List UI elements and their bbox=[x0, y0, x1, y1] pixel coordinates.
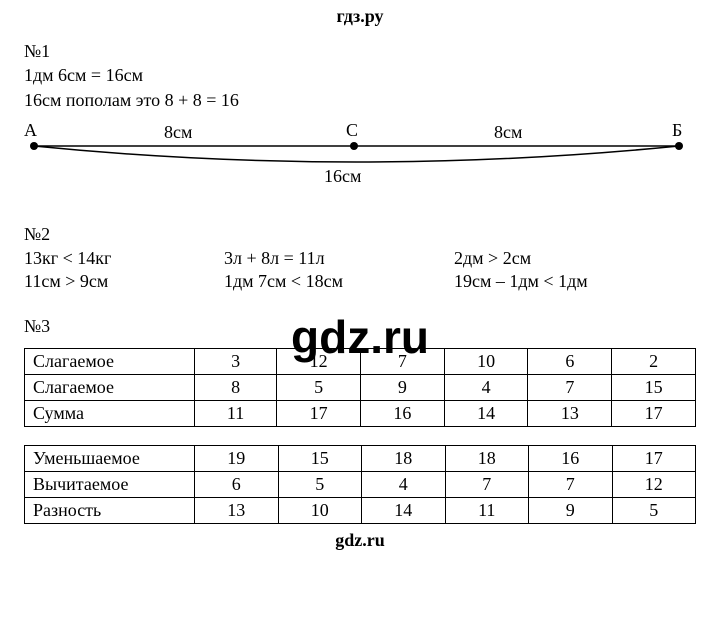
cell: 13 bbox=[528, 401, 612, 427]
cell: 12 bbox=[612, 472, 696, 498]
cell: 9 bbox=[360, 375, 444, 401]
table-row: Разность 13 10 14 11 9 5 bbox=[25, 498, 696, 524]
cell: 14 bbox=[362, 498, 446, 524]
seg-cb-label: 8см bbox=[494, 122, 522, 143]
p2-r2c2: 1дм 7см < 18см bbox=[224, 271, 454, 292]
addition-table: Слагаемое 3 12 7 10 6 2 Слагаемое 8 5 9 … bbox=[24, 348, 696, 427]
cell: 15 bbox=[612, 375, 696, 401]
cell: 7 bbox=[528, 375, 612, 401]
cell: 16 bbox=[360, 401, 444, 427]
problem-3-title: №3 bbox=[24, 314, 696, 338]
seg-ab-label: 16см bbox=[324, 166, 361, 187]
cell: 16 bbox=[529, 446, 613, 472]
table-row: Вычитаемое 6 5 4 7 7 12 bbox=[25, 472, 696, 498]
cell: 7 bbox=[360, 349, 444, 375]
cell: 17 bbox=[612, 446, 696, 472]
point-c-label: С bbox=[346, 120, 358, 141]
row-label: Сумма bbox=[25, 401, 195, 427]
cell: 17 bbox=[277, 401, 361, 427]
row-label: Разность bbox=[25, 498, 195, 524]
cell: 8 bbox=[195, 375, 277, 401]
problem-2-row-2: 11см > 9см 1дм 7см < 18см 19см – 1дм < 1… bbox=[24, 271, 696, 292]
segment-diagram: А С Б 8см 8см 16см bbox=[24, 126, 696, 216]
table-row: Сумма 11 17 16 14 13 17 bbox=[25, 401, 696, 427]
site-footer: gdz.ru bbox=[0, 524, 720, 557]
p2-r1c1: 13кг < 14кг bbox=[24, 248, 224, 269]
point-a-label: А bbox=[24, 120, 37, 141]
subtraction-table: Уменьшаемое 19 15 18 18 16 17 Вычитаемое… bbox=[24, 445, 696, 524]
cell: 15 bbox=[278, 446, 362, 472]
cell: 13 bbox=[195, 498, 279, 524]
table-row: Слагаемое 3 12 7 10 6 2 bbox=[25, 349, 696, 375]
cell: 19 bbox=[195, 446, 279, 472]
problem-1-line-1: 1дм 6см = 16см bbox=[24, 63, 696, 87]
cell: 7 bbox=[529, 472, 613, 498]
p2-r2c3: 19см – 1дм < 1дм bbox=[454, 271, 694, 292]
cell: 4 bbox=[444, 375, 528, 401]
problem-2-title: №2 bbox=[24, 222, 696, 246]
p2-r1c3: 2дм > 2см bbox=[454, 248, 694, 269]
cell: 10 bbox=[278, 498, 362, 524]
table-row: Слагаемое 8 5 9 4 7 15 bbox=[25, 375, 696, 401]
cell: 4 bbox=[362, 472, 446, 498]
row-label: Вычитаемое bbox=[25, 472, 195, 498]
seg-ac-label: 8см bbox=[164, 122, 192, 143]
cell: 17 bbox=[612, 401, 696, 427]
cell: 11 bbox=[195, 401, 277, 427]
table-row: Уменьшаемое 19 15 18 18 16 17 bbox=[25, 446, 696, 472]
row-label: Слагаемое bbox=[25, 375, 195, 401]
row-label: Слагаемое bbox=[25, 349, 195, 375]
page-content: №1 1дм 6см = 16см 16см пополам это 8 + 8… bbox=[0, 39, 720, 524]
cell: 11 bbox=[445, 498, 529, 524]
cell: 6 bbox=[195, 472, 279, 498]
cell: 10 bbox=[444, 349, 528, 375]
cell: 14 bbox=[444, 401, 528, 427]
cell: 18 bbox=[445, 446, 529, 472]
point-b-label: Б bbox=[672, 120, 682, 141]
p2-r2c1: 11см > 9см bbox=[24, 271, 224, 292]
p2-r1c2: 3л + 8л = 11л bbox=[224, 248, 454, 269]
site-header: гдз.ру bbox=[0, 0, 720, 33]
cell: 5 bbox=[277, 375, 361, 401]
cell: 2 bbox=[612, 349, 696, 375]
problem-1-line-2: 16см пополам это 8 + 8 = 16 bbox=[24, 88, 696, 112]
cell: 9 bbox=[529, 498, 613, 524]
cell: 3 bbox=[195, 349, 277, 375]
cell: 5 bbox=[612, 498, 696, 524]
cell: 6 bbox=[528, 349, 612, 375]
cell: 5 bbox=[278, 472, 362, 498]
cell: 7 bbox=[445, 472, 529, 498]
cell: 12 bbox=[277, 349, 361, 375]
cell: 18 bbox=[362, 446, 446, 472]
problem-1-title: №1 bbox=[24, 39, 696, 63]
problem-2-row-1: 13кг < 14кг 3л + 8л = 11л 2дм > 2см bbox=[24, 248, 696, 269]
row-label: Уменьшаемое bbox=[25, 446, 195, 472]
